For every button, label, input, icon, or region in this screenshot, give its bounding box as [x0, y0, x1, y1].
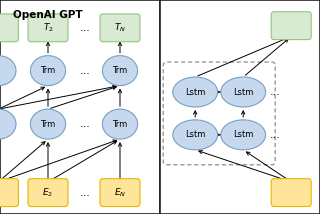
FancyBboxPatch shape [271, 12, 311, 40]
Ellipse shape [221, 77, 266, 107]
Ellipse shape [173, 77, 218, 107]
FancyBboxPatch shape [271, 179, 311, 207]
Text: $E_N$: $E_N$ [114, 186, 126, 199]
Text: Lstm: Lstm [185, 88, 205, 97]
Text: Lstm: Lstm [233, 88, 253, 97]
Ellipse shape [30, 109, 66, 139]
Ellipse shape [102, 56, 138, 86]
Ellipse shape [102, 109, 138, 139]
Text: $E_2$: $E_2$ [43, 186, 53, 199]
Text: ...: ... [270, 130, 281, 140]
Text: $T_2$: $T_2$ [43, 22, 53, 34]
FancyBboxPatch shape [0, 179, 18, 207]
Ellipse shape [0, 56, 16, 86]
Text: Trm: Trm [112, 120, 128, 129]
Text: ...: ... [80, 66, 91, 76]
Text: ...: ... [80, 119, 91, 129]
FancyBboxPatch shape [28, 179, 68, 207]
FancyBboxPatch shape [28, 14, 68, 42]
Ellipse shape [173, 120, 218, 150]
Text: ...: ... [80, 188, 91, 198]
FancyBboxPatch shape [100, 14, 140, 42]
FancyBboxPatch shape [100, 179, 140, 207]
Text: ...: ... [270, 87, 281, 97]
Text: ...: ... [80, 23, 91, 33]
Text: Lstm: Lstm [185, 130, 205, 139]
Ellipse shape [221, 120, 266, 150]
Text: Lstm: Lstm [233, 130, 253, 139]
Text: Trm: Trm [112, 66, 128, 75]
Text: Trm: Trm [40, 66, 56, 75]
Text: Trm: Trm [40, 120, 56, 129]
Ellipse shape [0, 109, 16, 139]
Text: OpenAI GPT: OpenAI GPT [13, 10, 83, 20]
Text: $T_N$: $T_N$ [114, 22, 126, 34]
Ellipse shape [30, 56, 66, 86]
FancyBboxPatch shape [0, 14, 18, 42]
